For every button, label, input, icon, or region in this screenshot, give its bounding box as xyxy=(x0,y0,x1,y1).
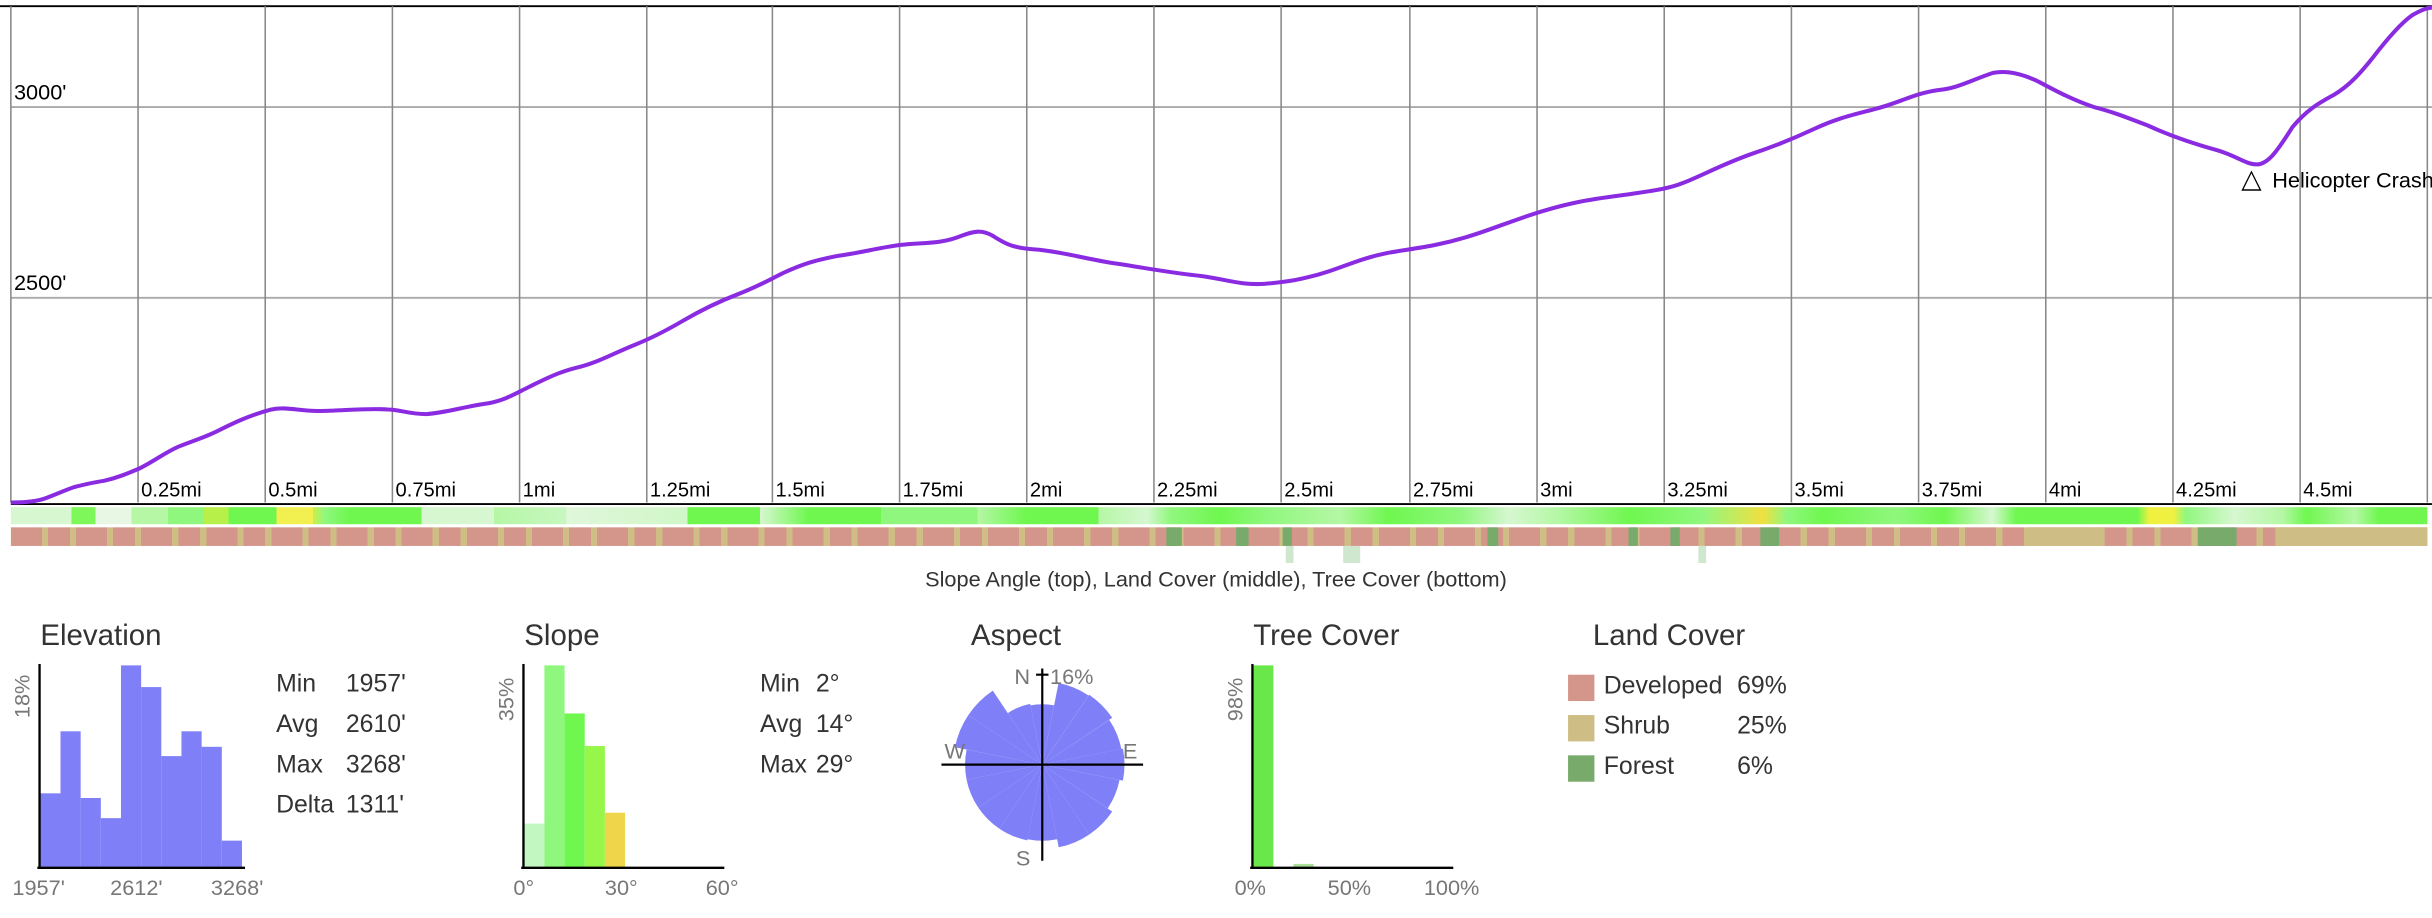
elevation-line xyxy=(10,5,2432,505)
x-axis-label: 2.5mi xyxy=(1284,477,1334,501)
tree-cover-x-label-50: 50% xyxy=(1327,874,1372,900)
tree-cover-x-label-100: 100% xyxy=(1423,874,1480,900)
x-axis-label: 1.25mi xyxy=(649,477,711,501)
y-axis-label-2500: 2500' xyxy=(13,269,67,295)
land-cover-strip[interactable] xyxy=(10,527,2428,546)
x-axis-label: 0.75mi xyxy=(395,477,457,501)
elevation-title: Elevation xyxy=(40,620,162,653)
x-axis-label: 1.75mi xyxy=(902,477,964,501)
x-axis-label: 2mi xyxy=(1029,477,1063,501)
x-axis-label: 3.25mi xyxy=(1667,477,1728,501)
x-axis-label: 2.25mi xyxy=(1157,477,1218,501)
x-axis-label: 4mi xyxy=(2048,477,2082,501)
x-axis-label: 1mi xyxy=(522,477,556,501)
aspect-max-label: 16% xyxy=(1050,663,1094,689)
waypoint-label: Helicopter Crash xyxy=(2272,168,2432,193)
tree-cover-segment xyxy=(1698,545,1707,564)
slope-angle-strip[interactable] xyxy=(10,507,2428,525)
elevation-avg-value: 2610' xyxy=(345,711,406,739)
slope-avg-value: 14° xyxy=(815,711,854,739)
slope-max-value: 29° xyxy=(815,752,854,779)
elevation-min-value: 1957' xyxy=(345,671,406,698)
forest-swatch xyxy=(1568,754,1595,781)
elevation-x-label-max: 3268' xyxy=(210,874,264,900)
x-axis-label: 0.5mi xyxy=(268,477,318,501)
tree-cover-title: Tree Cover xyxy=(1253,620,1400,653)
slope-stats: Min 2° Avg 14° Max 29° xyxy=(759,671,854,779)
aspect-rose-chart[interactable] xyxy=(931,659,1156,876)
tree-cover-segment xyxy=(1343,545,1361,564)
x-axis-label: 3mi xyxy=(1540,477,1573,501)
slope-title: Slope xyxy=(524,620,600,653)
slope-min-value: 2° xyxy=(815,671,840,698)
elevation-stats: Min 1957' Avg 2610' Max 3268' Delta 1311' xyxy=(276,671,406,819)
elevation-x-label-mid: 2612' xyxy=(110,874,163,900)
strip-caption: Slope Angle (top), Land Cover (middle), … xyxy=(925,566,1507,591)
elevation-histogram[interactable] xyxy=(37,663,246,872)
elevation-x-label-min: 1957' xyxy=(12,874,65,900)
x-axis-label: 3.75mi xyxy=(1921,477,1983,501)
aspect-north-label: N xyxy=(1014,663,1031,689)
elevation-y-max-label: 18% xyxy=(9,674,35,719)
x-axis-label: 1.5mi xyxy=(775,477,825,501)
x-axis-label: 4.25mi xyxy=(2176,477,2237,501)
x-axis-label: 2.75mi xyxy=(1412,477,1474,501)
slope-x-label-30: 30° xyxy=(604,874,638,900)
land-cover-title: Land Cover xyxy=(1592,620,1746,653)
land-cover-item-shrub: Shrub 25% xyxy=(1568,707,1787,747)
tree-cover-y-max-label: 98% xyxy=(1222,677,1248,722)
elevation-delta-value: 1311' xyxy=(345,792,404,819)
land-cover-legend: Developed 69% Shrub 25% Forest 6% xyxy=(1568,667,1787,788)
elevation-profile-chart[interactable]: △ Helicopter Crash xyxy=(0,0,2432,512)
aspect-east-label: E xyxy=(1122,738,1138,764)
x-axis-label: 0.25mi xyxy=(141,477,202,501)
land-cover-item-forest: Forest 6% xyxy=(1568,748,1787,788)
elevation-max-value: 3268' xyxy=(345,752,406,779)
aspect-south-label: S xyxy=(1015,845,1031,871)
waypoint-marker-icon[interactable]: △ xyxy=(2241,164,2261,194)
aspect-west-label: W xyxy=(944,738,966,764)
tree-cover-segment xyxy=(1285,545,1294,564)
x-axis-label: 3.5mi xyxy=(1794,477,1844,501)
slope-histogram[interactable] xyxy=(521,663,729,872)
tree-cover-x-label-0: 0% xyxy=(1234,874,1266,900)
developed-swatch xyxy=(1568,673,1595,701)
land-cover-item-developed: Developed 69% xyxy=(1568,667,1787,707)
slope-x-label-60: 60° xyxy=(705,874,739,900)
x-axis-label: 4.5mi xyxy=(2303,477,2353,501)
shrub-swatch xyxy=(1568,714,1595,741)
aspect-title: Aspect xyxy=(970,620,1062,653)
slope-x-label-0: 0° xyxy=(513,874,535,900)
slope-y-max-label: 35% xyxy=(493,677,519,722)
tree-cover-histogram[interactable] xyxy=(1250,663,1458,872)
y-axis-label-3000: 3000' xyxy=(13,79,67,104)
